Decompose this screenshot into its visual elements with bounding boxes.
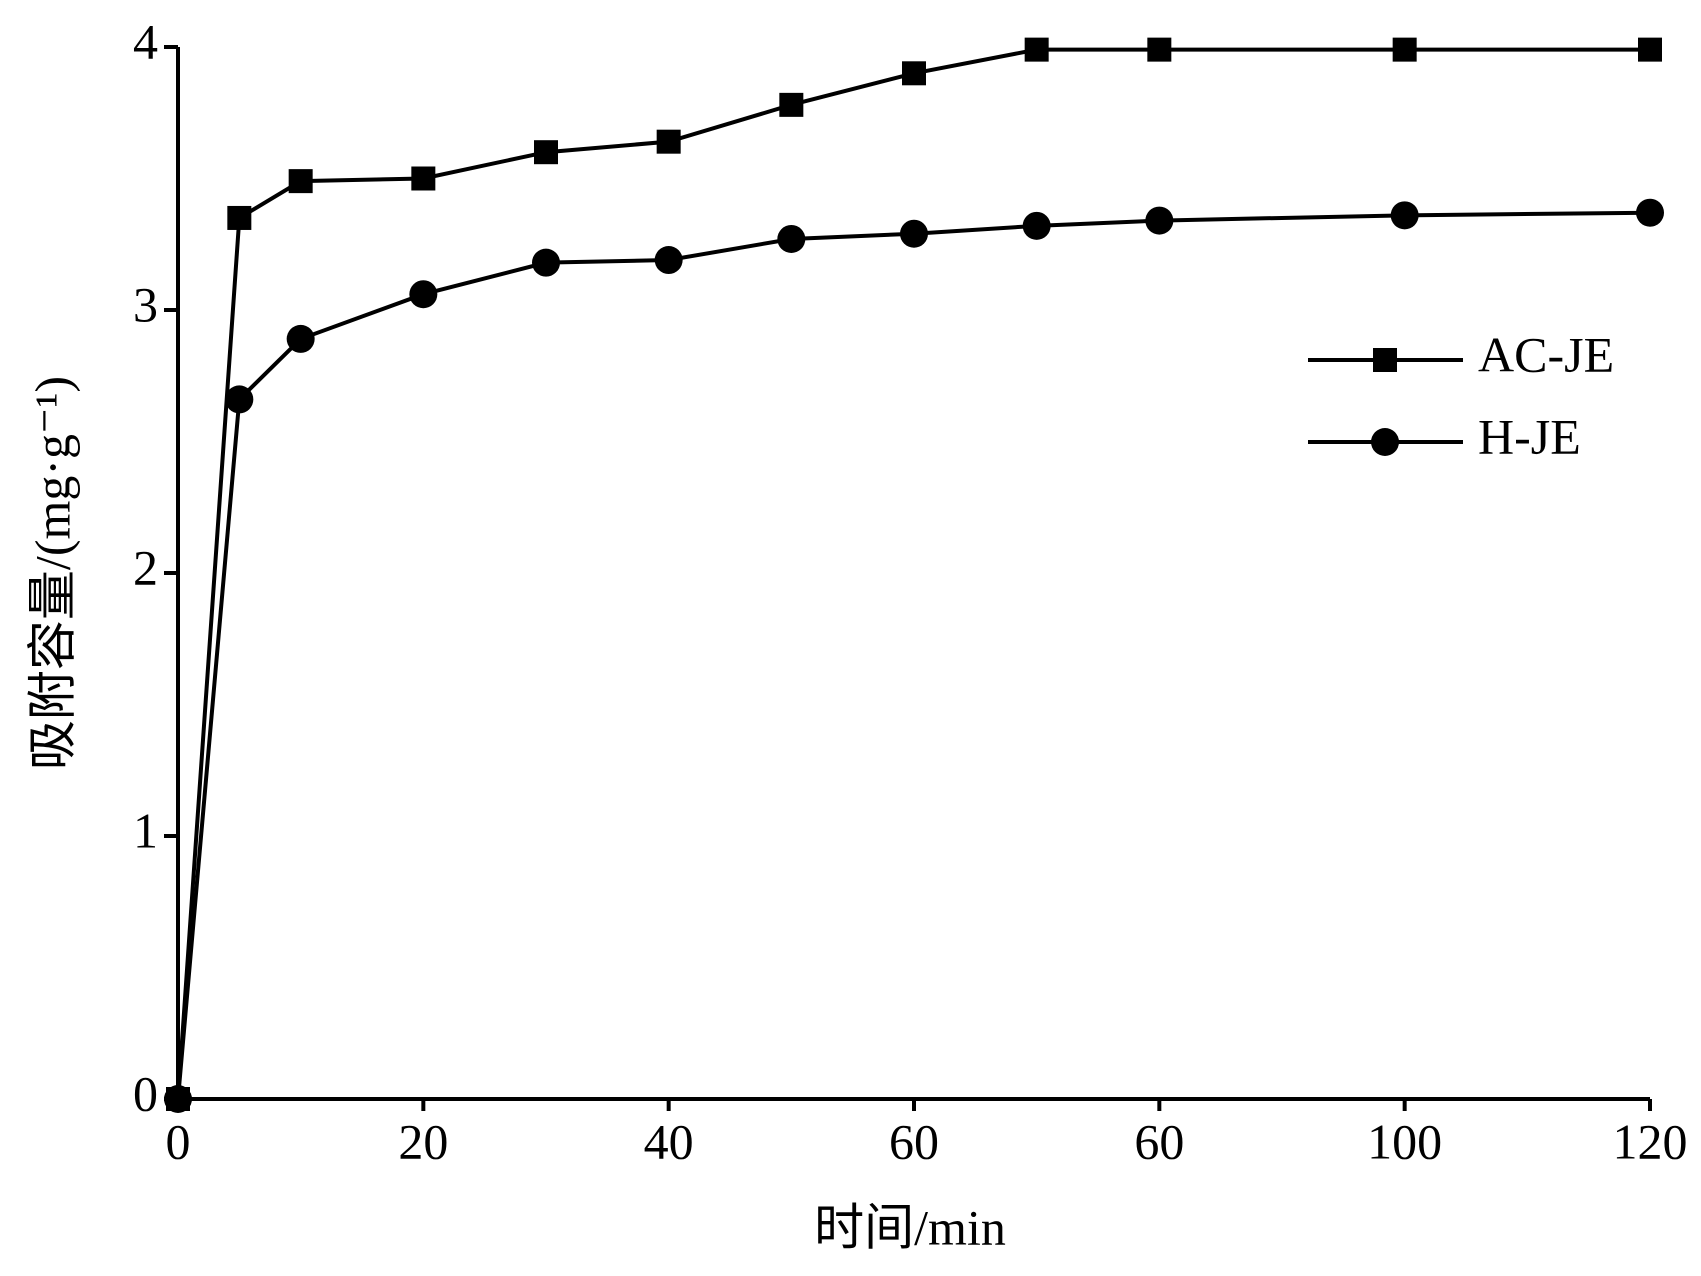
y-tick-label: 2 bbox=[133, 539, 158, 595]
series-line bbox=[176, 47, 1650, 1100]
data-point bbox=[654, 246, 683, 275]
data-point bbox=[1390, 201, 1419, 230]
data-point bbox=[1638, 37, 1662, 62]
legend-label: H-JE bbox=[1478, 408, 1581, 464]
y-tick-label: 4 bbox=[133, 13, 158, 69]
data-point bbox=[288, 169, 313, 194]
data-point bbox=[900, 219, 928, 248]
x-tick-label: 60 bbox=[889, 1113, 939, 1169]
data-point bbox=[534, 140, 558, 165]
legend-label: AC-JE bbox=[1478, 326, 1614, 382]
legend-marker bbox=[1373, 348, 1397, 372]
x-tick-label: 60 bbox=[1134, 1113, 1184, 1169]
y-tick-label: 1 bbox=[133, 802, 158, 858]
x-tick-label: 40 bbox=[644, 1113, 694, 1169]
data-point bbox=[411, 166, 436, 191]
data-point bbox=[1636, 198, 1664, 227]
data-point bbox=[409, 280, 438, 309]
x-tick-label: 100 bbox=[1367, 1113, 1442, 1169]
x-tick-label: 0 bbox=[166, 1113, 191, 1169]
data-point bbox=[532, 248, 560, 277]
data-point bbox=[225, 385, 254, 414]
y-tick-label: 0 bbox=[133, 1065, 158, 1121]
x-axis-label: 时间/min bbox=[814, 1199, 1006, 1255]
data-point bbox=[779, 92, 804, 117]
x-tick-label: 20 bbox=[398, 1113, 448, 1169]
data-point bbox=[656, 129, 681, 154]
data-point bbox=[164, 1085, 192, 1113]
y-axis-label: 吸附容量/(mg·g⁻¹) bbox=[24, 376, 80, 770]
data-point bbox=[286, 324, 315, 353]
legend-marker bbox=[1371, 428, 1399, 456]
series-line bbox=[176, 210, 1651, 1100]
data-point bbox=[1145, 206, 1174, 235]
data-point bbox=[1392, 37, 1417, 62]
data-point bbox=[1022, 211, 1051, 240]
data-point bbox=[1147, 37, 1172, 62]
data-point bbox=[1024, 37, 1049, 62]
data-point bbox=[902, 61, 926, 86]
data-point bbox=[777, 224, 806, 253]
x-tick-label: 120 bbox=[1613, 1113, 1688, 1169]
y-tick-label: 3 bbox=[133, 276, 158, 332]
data-point bbox=[227, 205, 252, 230]
